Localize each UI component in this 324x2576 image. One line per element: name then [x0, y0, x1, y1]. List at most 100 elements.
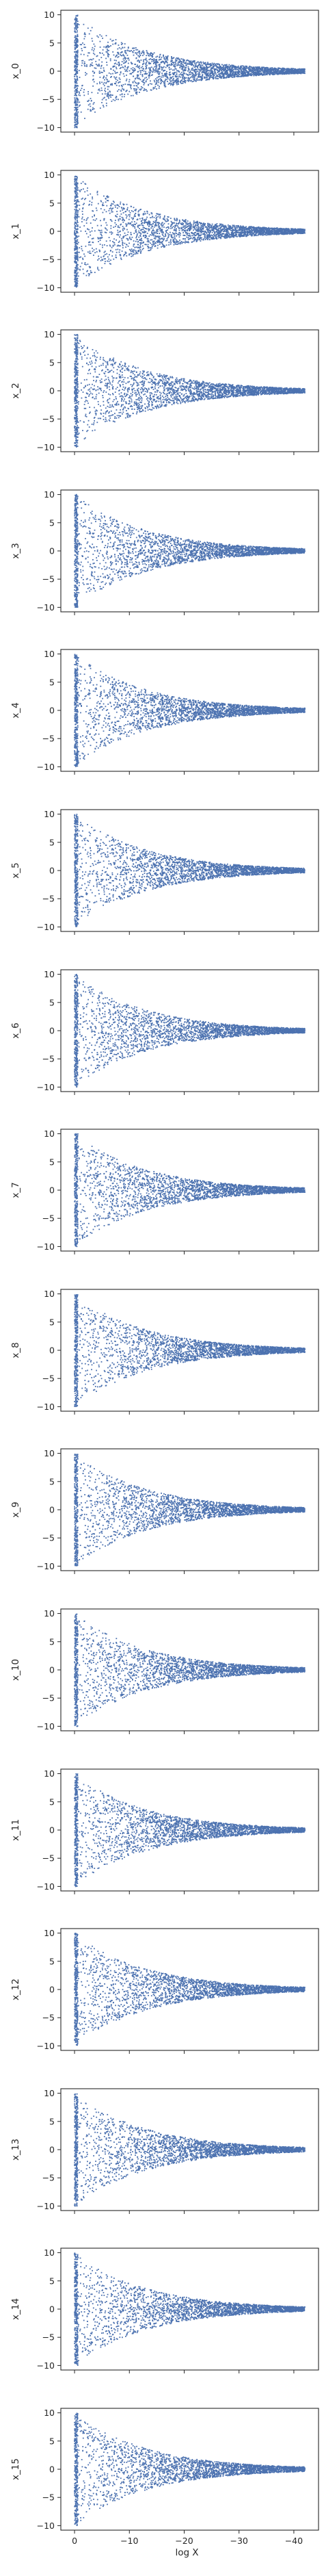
scatter-point [172, 73, 174, 74]
scatter-point [126, 75, 127, 76]
scatter-point [123, 63, 124, 64]
scatter-point [240, 76, 241, 77]
scatter-point [84, 65, 85, 66]
scatter-point [265, 75, 266, 76]
scatter-point [189, 233, 190, 234]
scatter-point [195, 73, 196, 74]
scatter-point [106, 35, 107, 36]
scatter-point [154, 88, 156, 89]
scatter-point [198, 75, 200, 77]
scatter-point [161, 57, 163, 58]
scatter-point [133, 211, 134, 212]
scatter-point [119, 77, 120, 79]
scatter-point [148, 62, 150, 64]
scatter-point [93, 50, 94, 51]
scatter-point [142, 66, 144, 67]
scatter-point [177, 82, 178, 83]
scatter-point [237, 73, 239, 74]
scatter-point [246, 235, 247, 237]
scatter-point [116, 96, 118, 98]
scatter-point [101, 62, 103, 63]
scatter-point [186, 65, 187, 66]
scatter-point [134, 68, 135, 69]
scatter-point [148, 244, 149, 245]
scatter-point [212, 70, 213, 72]
scatter-point [238, 67, 239, 68]
scatter-point [143, 51, 144, 53]
scatter-point [175, 76, 176, 77]
scatter-point [75, 124, 77, 125]
scatter-point [106, 82, 107, 83]
scatter-point [81, 50, 83, 51]
scatter-point [163, 61, 164, 62]
scatter-point [117, 246, 118, 247]
scatter-point [150, 249, 152, 250]
scatter-point [82, 258, 83, 259]
scatter-point [110, 60, 111, 62]
scatter-point [92, 107, 94, 109]
scatter-point [294, 68, 295, 70]
scatter-point [198, 62, 199, 63]
scatter-point [116, 240, 117, 241]
scatter-point [269, 74, 271, 75]
scatter-point [150, 67, 151, 68]
scatter-point [122, 47, 124, 49]
scatter-point [228, 75, 230, 77]
scatter-point [168, 242, 170, 243]
scatter-point [111, 76, 112, 77]
scatter-point [175, 75, 176, 77]
scatter-point [93, 103, 94, 105]
scatter-point [147, 224, 148, 226]
scatter-point [172, 62, 174, 63]
scatter-point [77, 39, 78, 40]
scatter-point [163, 57, 165, 58]
scatter-point [174, 62, 176, 63]
scatter-point [81, 48, 83, 49]
scatter-point [102, 38, 103, 39]
scatter-point [138, 231, 139, 232]
scatter-point [94, 102, 95, 103]
scatter-point [97, 268, 98, 270]
scatter-point [109, 95, 110, 96]
scatter-point [245, 72, 246, 73]
scatter-point [146, 61, 148, 62]
scatter-point [195, 66, 196, 68]
scatter-point [243, 70, 245, 72]
scatter-point [84, 62, 85, 63]
scatter-point [177, 64, 178, 66]
scatter-point [79, 227, 81, 228]
scatter-point [144, 53, 145, 55]
scatter-point [169, 69, 170, 70]
scatter-point [75, 79, 77, 81]
scatter-point [238, 66, 239, 67]
scatter-point [293, 73, 294, 75]
scatter-point [103, 83, 105, 85]
scatter-point [116, 216, 118, 218]
scatter-point [90, 66, 91, 67]
scatter-point [173, 83, 174, 85]
scatter-point [87, 93, 89, 94]
scatter-point [81, 248, 83, 250]
scatter-point [164, 216, 165, 217]
scatter-point [90, 244, 92, 246]
scatter-point [271, 72, 272, 73]
scatter-point [199, 64, 200, 65]
scatter-point [144, 77, 146, 79]
scatter-point [156, 59, 157, 60]
scatter-point [124, 96, 125, 97]
scatter-point [139, 66, 140, 67]
scatter-point [83, 273, 85, 274]
scatter-point [118, 56, 120, 57]
scatter-point [137, 87, 139, 88]
scatter-point [113, 70, 114, 71]
scatter-point [154, 80, 155, 81]
scatter-point [107, 224, 108, 226]
scatter-point [156, 88, 157, 90]
scatter-point [187, 233, 189, 234]
scatter-point [181, 75, 183, 76]
scatter-point [122, 209, 123, 211]
scatter-point [169, 66, 170, 68]
scatter-point [211, 70, 213, 71]
scatter-point [193, 81, 194, 82]
scatter-point [75, 74, 76, 75]
